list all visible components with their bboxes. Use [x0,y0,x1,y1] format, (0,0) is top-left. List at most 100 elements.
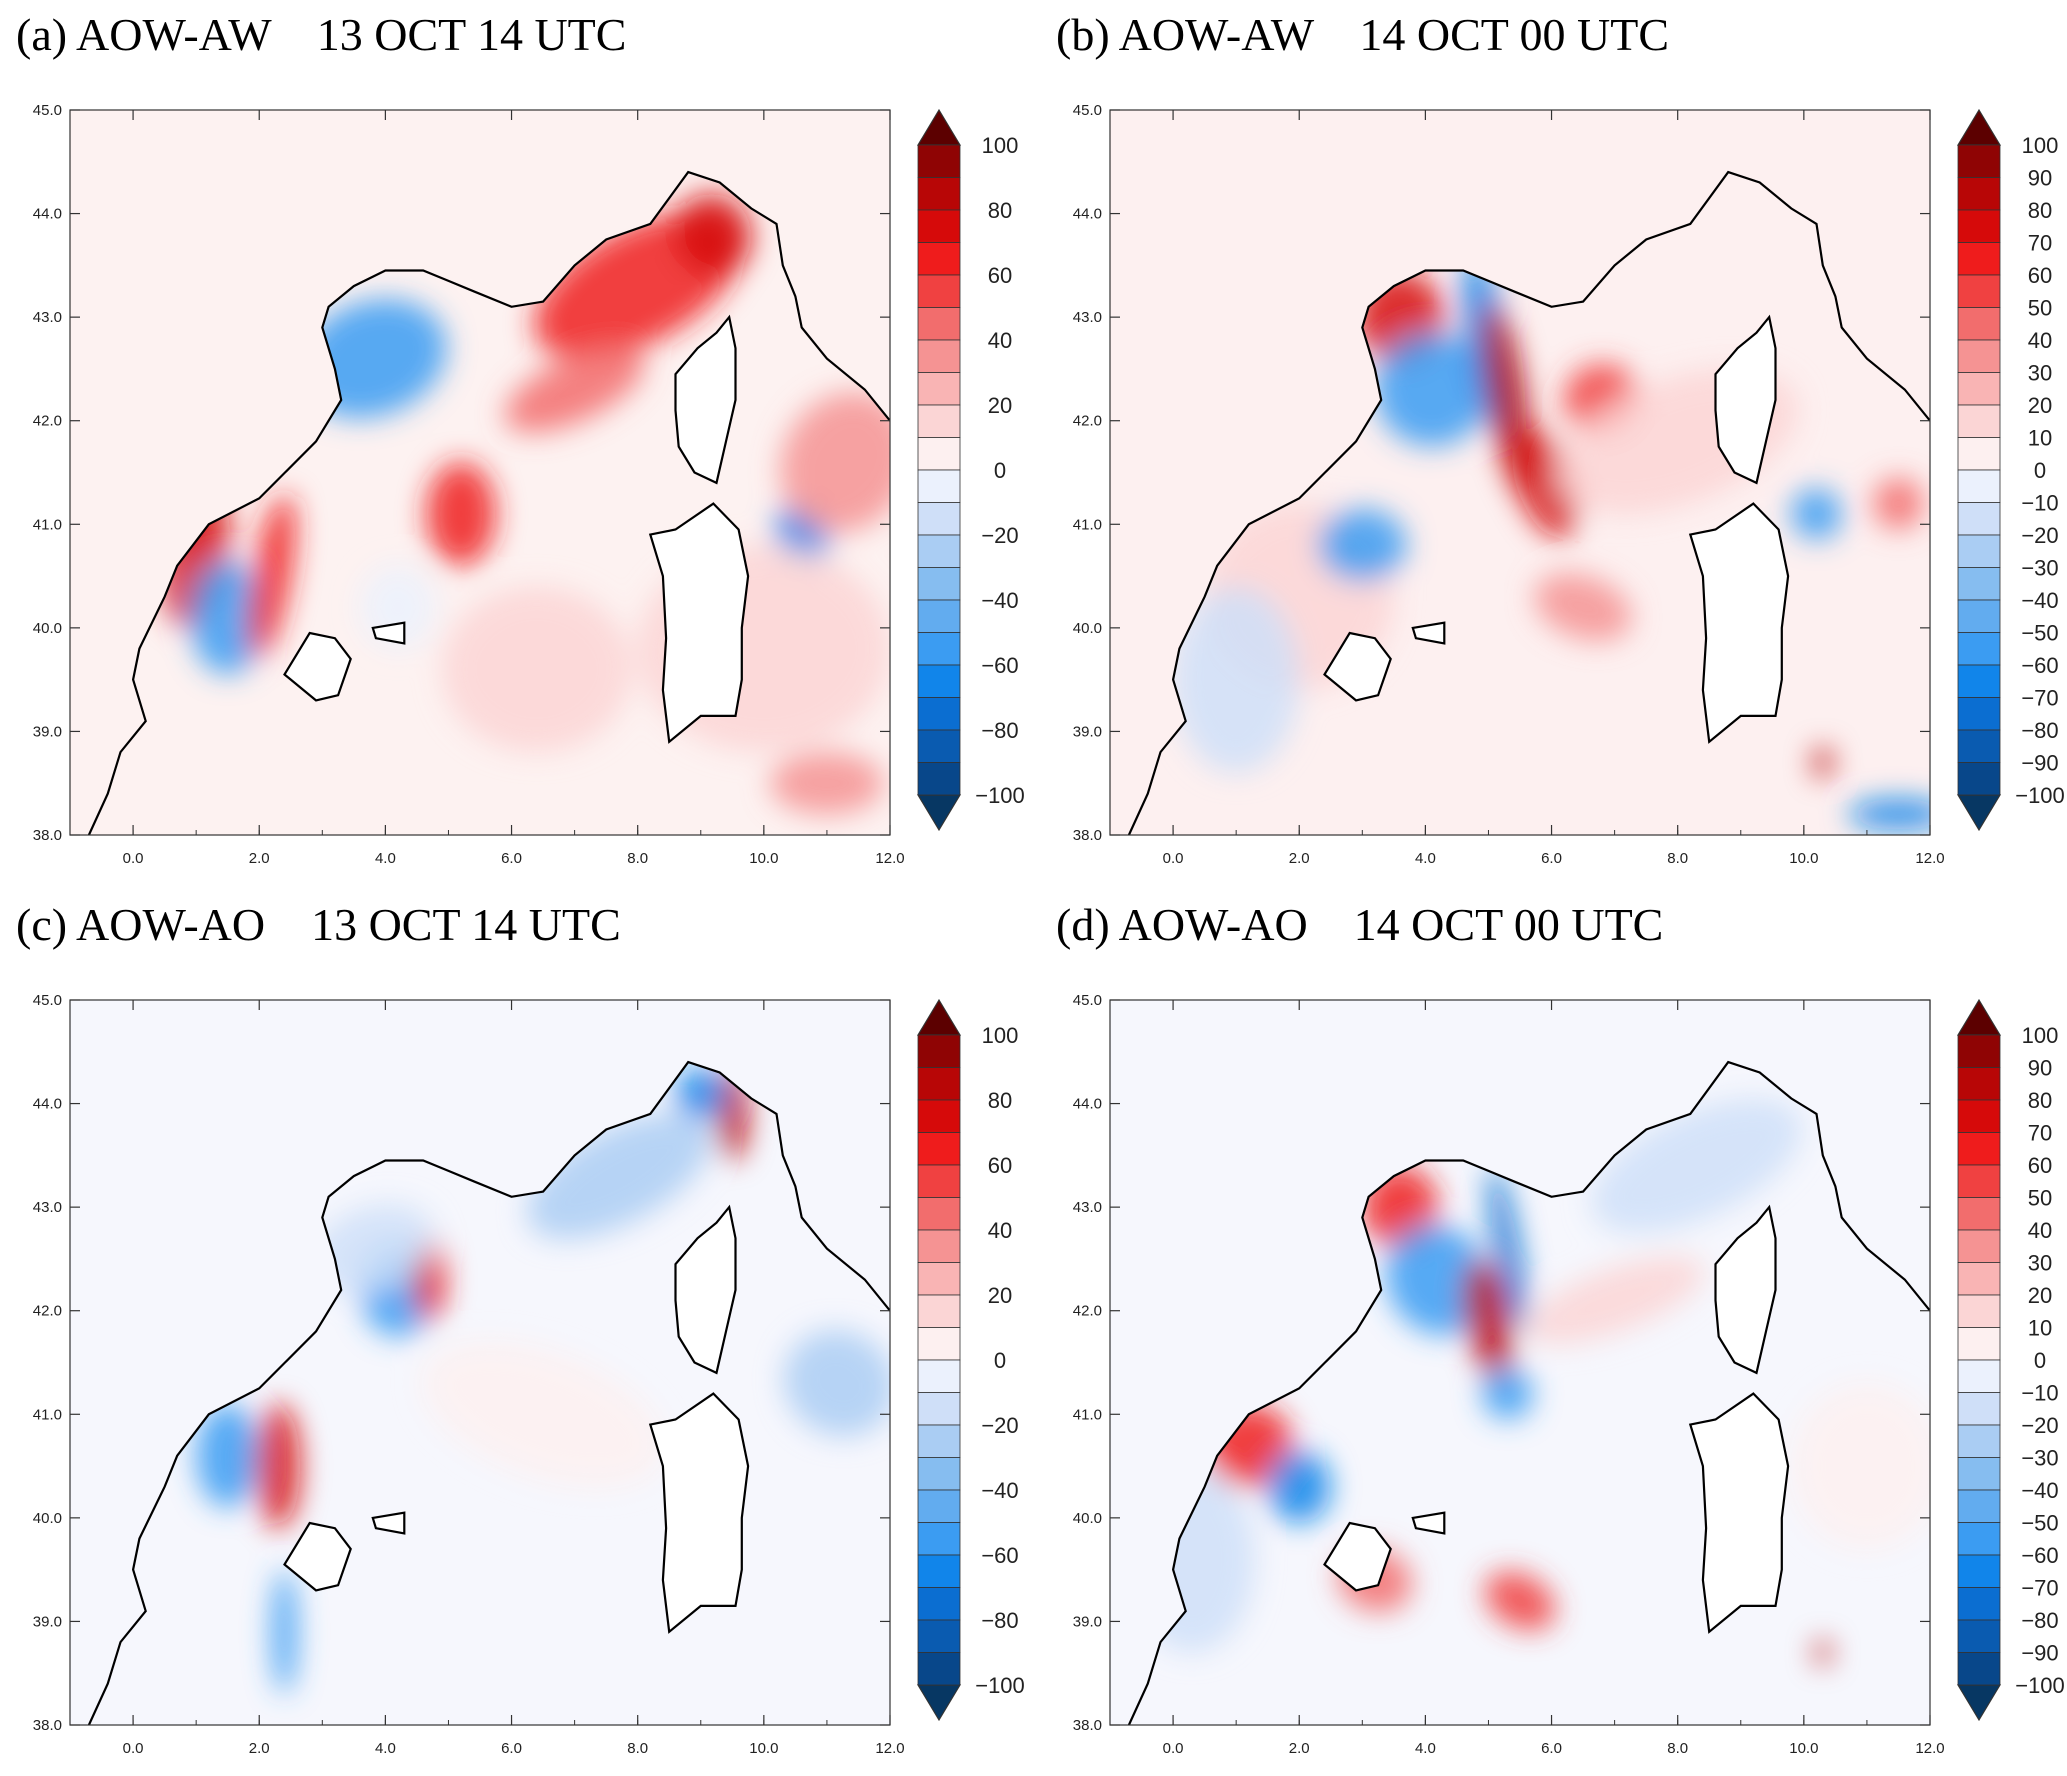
island-outline [1688,502,1790,744]
colorbar-band [1957,762,2001,796]
lon-tick-label: 10.0 [1789,1740,1818,1757]
colorbar-band [917,1587,961,1621]
lat-tick-label: 41.0 [33,1406,62,1423]
colorbar-label: −80 [981,718,1018,743]
colorbar-label: 70 [2028,231,2052,256]
lat-tick-label: 38.0 [1073,827,1102,844]
colorbar-band [1957,404,2001,438]
colorbar-label: −100 [2015,1673,2065,1698]
lon-tick-label: 4.0 [1415,1740,1436,1757]
colorbar-min-arrow [916,1684,962,1722]
colorbar-band [917,1554,961,1588]
colorbar-band [917,1197,961,1231]
lat-tick-label: 40.0 [1073,620,1102,637]
colorbar-min-arrow [916,794,962,832]
anomaly-blob [1791,1383,1930,1549]
panel-title: (b) AOW-AW 14 OCT 00 UTC [1056,9,1670,60]
anomaly-blob [1525,1256,1705,1344]
colorbar-band [917,762,961,796]
anomaly-blob [1481,1367,1533,1420]
panel-title: (a) AOW-AW 13 OCT 14 UTC [16,9,627,60]
colorbar-label: −80 [2021,718,2058,743]
colorbar-label: 40 [2028,328,2052,353]
anomaly-blob [1385,1224,1491,1336]
colorbar-label: −90 [2021,751,2058,776]
anomaly-blob [442,586,632,753]
colorbar: 100 80 60 40 20 0 −20 −40 −60 −80 −100 [916,108,1025,832]
colorbar-band [917,177,961,211]
colorbar-band [1957,1262,2001,1296]
anomaly-blob [256,1403,301,1529]
island-outline [1714,1204,1777,1375]
colorbar: 1009080706050403020100−10−20−30−40−50−60… [1956,108,2065,832]
anomaly-blob [189,560,266,675]
colorbar-label: −80 [981,1608,1018,1633]
colorbar-band [1957,1229,2001,1263]
colorbar-band [917,1327,961,1361]
colorbar-label: 0 [2034,458,2046,483]
colorbar-band [917,404,961,438]
mainland-coastline [87,1060,890,1725]
colorbar-band [917,1652,961,1686]
lon-tick-label: 4.0 [1415,850,1436,867]
colorbar-label: 100 [2022,133,2059,158]
colorbar-label: 40 [988,328,1012,353]
colorbar-band [1957,1392,2001,1426]
colorbar-label: −20 [981,1413,1018,1438]
colorbar-band [1957,1522,2001,1556]
map-plot: 0.0 2.0 4.0 6.0 8.0 10.0 12.0 38.0 39.0 40.0 41.0 4… [1073,102,2065,867]
lon-tick-label: 2.0 [1289,850,1310,867]
lon-tick-label: 6.0 [501,1740,522,1757]
lat-tick-label: 43.0 [1073,309,1102,326]
colorbar-label: −80 [2021,1608,2058,1633]
colorbar-label: 100 [982,1023,1019,1048]
lat-tick-label: 45.0 [33,102,62,119]
colorbar-label: −20 [2021,1413,2058,1438]
colorbar-label: −100 [975,1673,1025,1698]
colorbar-band [917,1294,961,1328]
lat-tick-label: 45.0 [1073,992,1102,1009]
island-outline [1714,314,1777,485]
anomaly-blob [1534,573,1632,642]
colorbar-label: −40 [981,1478,1018,1503]
colorbar-band [1957,1034,2001,1068]
map-panel: (b) AOW-AW 14 OCT 00 UTC 0.0 2.0 4.0 6.0 8.0 1… [1040,0,2065,880]
lat-tick-label: 40.0 [33,620,62,637]
anomaly-blob [196,1403,260,1508]
lat-tick-label: 41.0 [33,516,62,533]
lat-tick-label: 44.0 [1073,206,1102,223]
colorbar-label: −40 [2021,588,2058,613]
plot-frame [69,109,891,836]
colorbar-band [1957,1132,2001,1166]
colorbar-band [1957,697,2001,731]
map-panel: (a) AOW-AW 13 OCT 14 UTC 0.0 2.0 4.0 6.0 8.0 1… [0,0,1025,880]
colorbar-band [917,1457,961,1491]
lat-tick-label: 42.0 [1073,1303,1102,1320]
lat-tick-label: 41.0 [1073,516,1102,533]
lat-tick-label: 43.0 [33,1199,62,1216]
lat-tick-label: 38.0 [33,827,62,844]
colorbar-label: −90 [2021,1641,2058,1666]
lat-tick-label: 39.0 [33,723,62,740]
island-outline [674,314,737,485]
colorbar-label: −100 [2015,783,2065,808]
anomaly-blob [1318,508,1407,582]
anomaly-blob [1267,1450,1331,1524]
colorbar-label: −50 [2021,621,2058,646]
colorbar-max-arrow [1956,108,2002,146]
anomaly-blob [1848,798,1930,830]
colorbar-band [917,1099,961,1133]
anomaly-blob [504,347,645,433]
colorbar-band [1957,1457,2001,1491]
plot-frame [1109,109,1931,836]
colorbar-band [1957,307,2001,341]
colorbar-label: −60 [2021,1543,2058,1568]
island-outline [1411,621,1446,645]
lat-tick-label: 38.0 [1073,1717,1102,1734]
colorbar-label: 50 [2028,1186,2052,1211]
anomaly-blob [248,494,296,658]
plot-frame [69,999,891,1726]
colorbar-label: −60 [981,1543,1018,1568]
colorbar-label: 80 [2028,1088,2052,1113]
anomaly-blob [1464,1259,1513,1383]
